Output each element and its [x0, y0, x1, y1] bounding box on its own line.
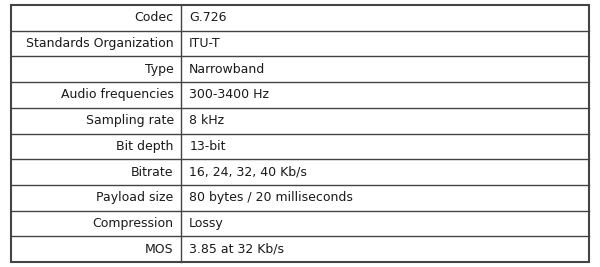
Text: Bit depth: Bit depth	[116, 140, 173, 153]
Text: G.726: G.726	[189, 11, 227, 24]
Text: 3.85 at 32 Kb/s: 3.85 at 32 Kb/s	[189, 243, 284, 256]
Text: Standards Organization: Standards Organization	[26, 37, 173, 50]
Text: 13-bit: 13-bit	[189, 140, 226, 153]
Text: Narrowband: Narrowband	[189, 63, 265, 76]
Text: Bitrate: Bitrate	[131, 166, 173, 179]
Text: 300-3400 Hz: 300-3400 Hz	[189, 88, 269, 101]
Text: Payload size: Payload size	[97, 191, 173, 204]
Text: Audio frequencies: Audio frequencies	[61, 88, 173, 101]
Text: Codec: Codec	[134, 11, 173, 24]
Text: ITU-T: ITU-T	[189, 37, 221, 50]
Text: 8 kHz: 8 kHz	[189, 114, 224, 127]
Text: Type: Type	[145, 63, 173, 76]
Text: MOS: MOS	[145, 243, 173, 256]
Text: Compression: Compression	[92, 217, 173, 230]
Text: Lossy: Lossy	[189, 217, 224, 230]
Text: 16, 24, 32, 40 Kb/s: 16, 24, 32, 40 Kb/s	[189, 166, 307, 179]
Text: Sampling rate: Sampling rate	[86, 114, 173, 127]
Text: 80 bytes / 20 milliseconds: 80 bytes / 20 milliseconds	[189, 191, 353, 204]
